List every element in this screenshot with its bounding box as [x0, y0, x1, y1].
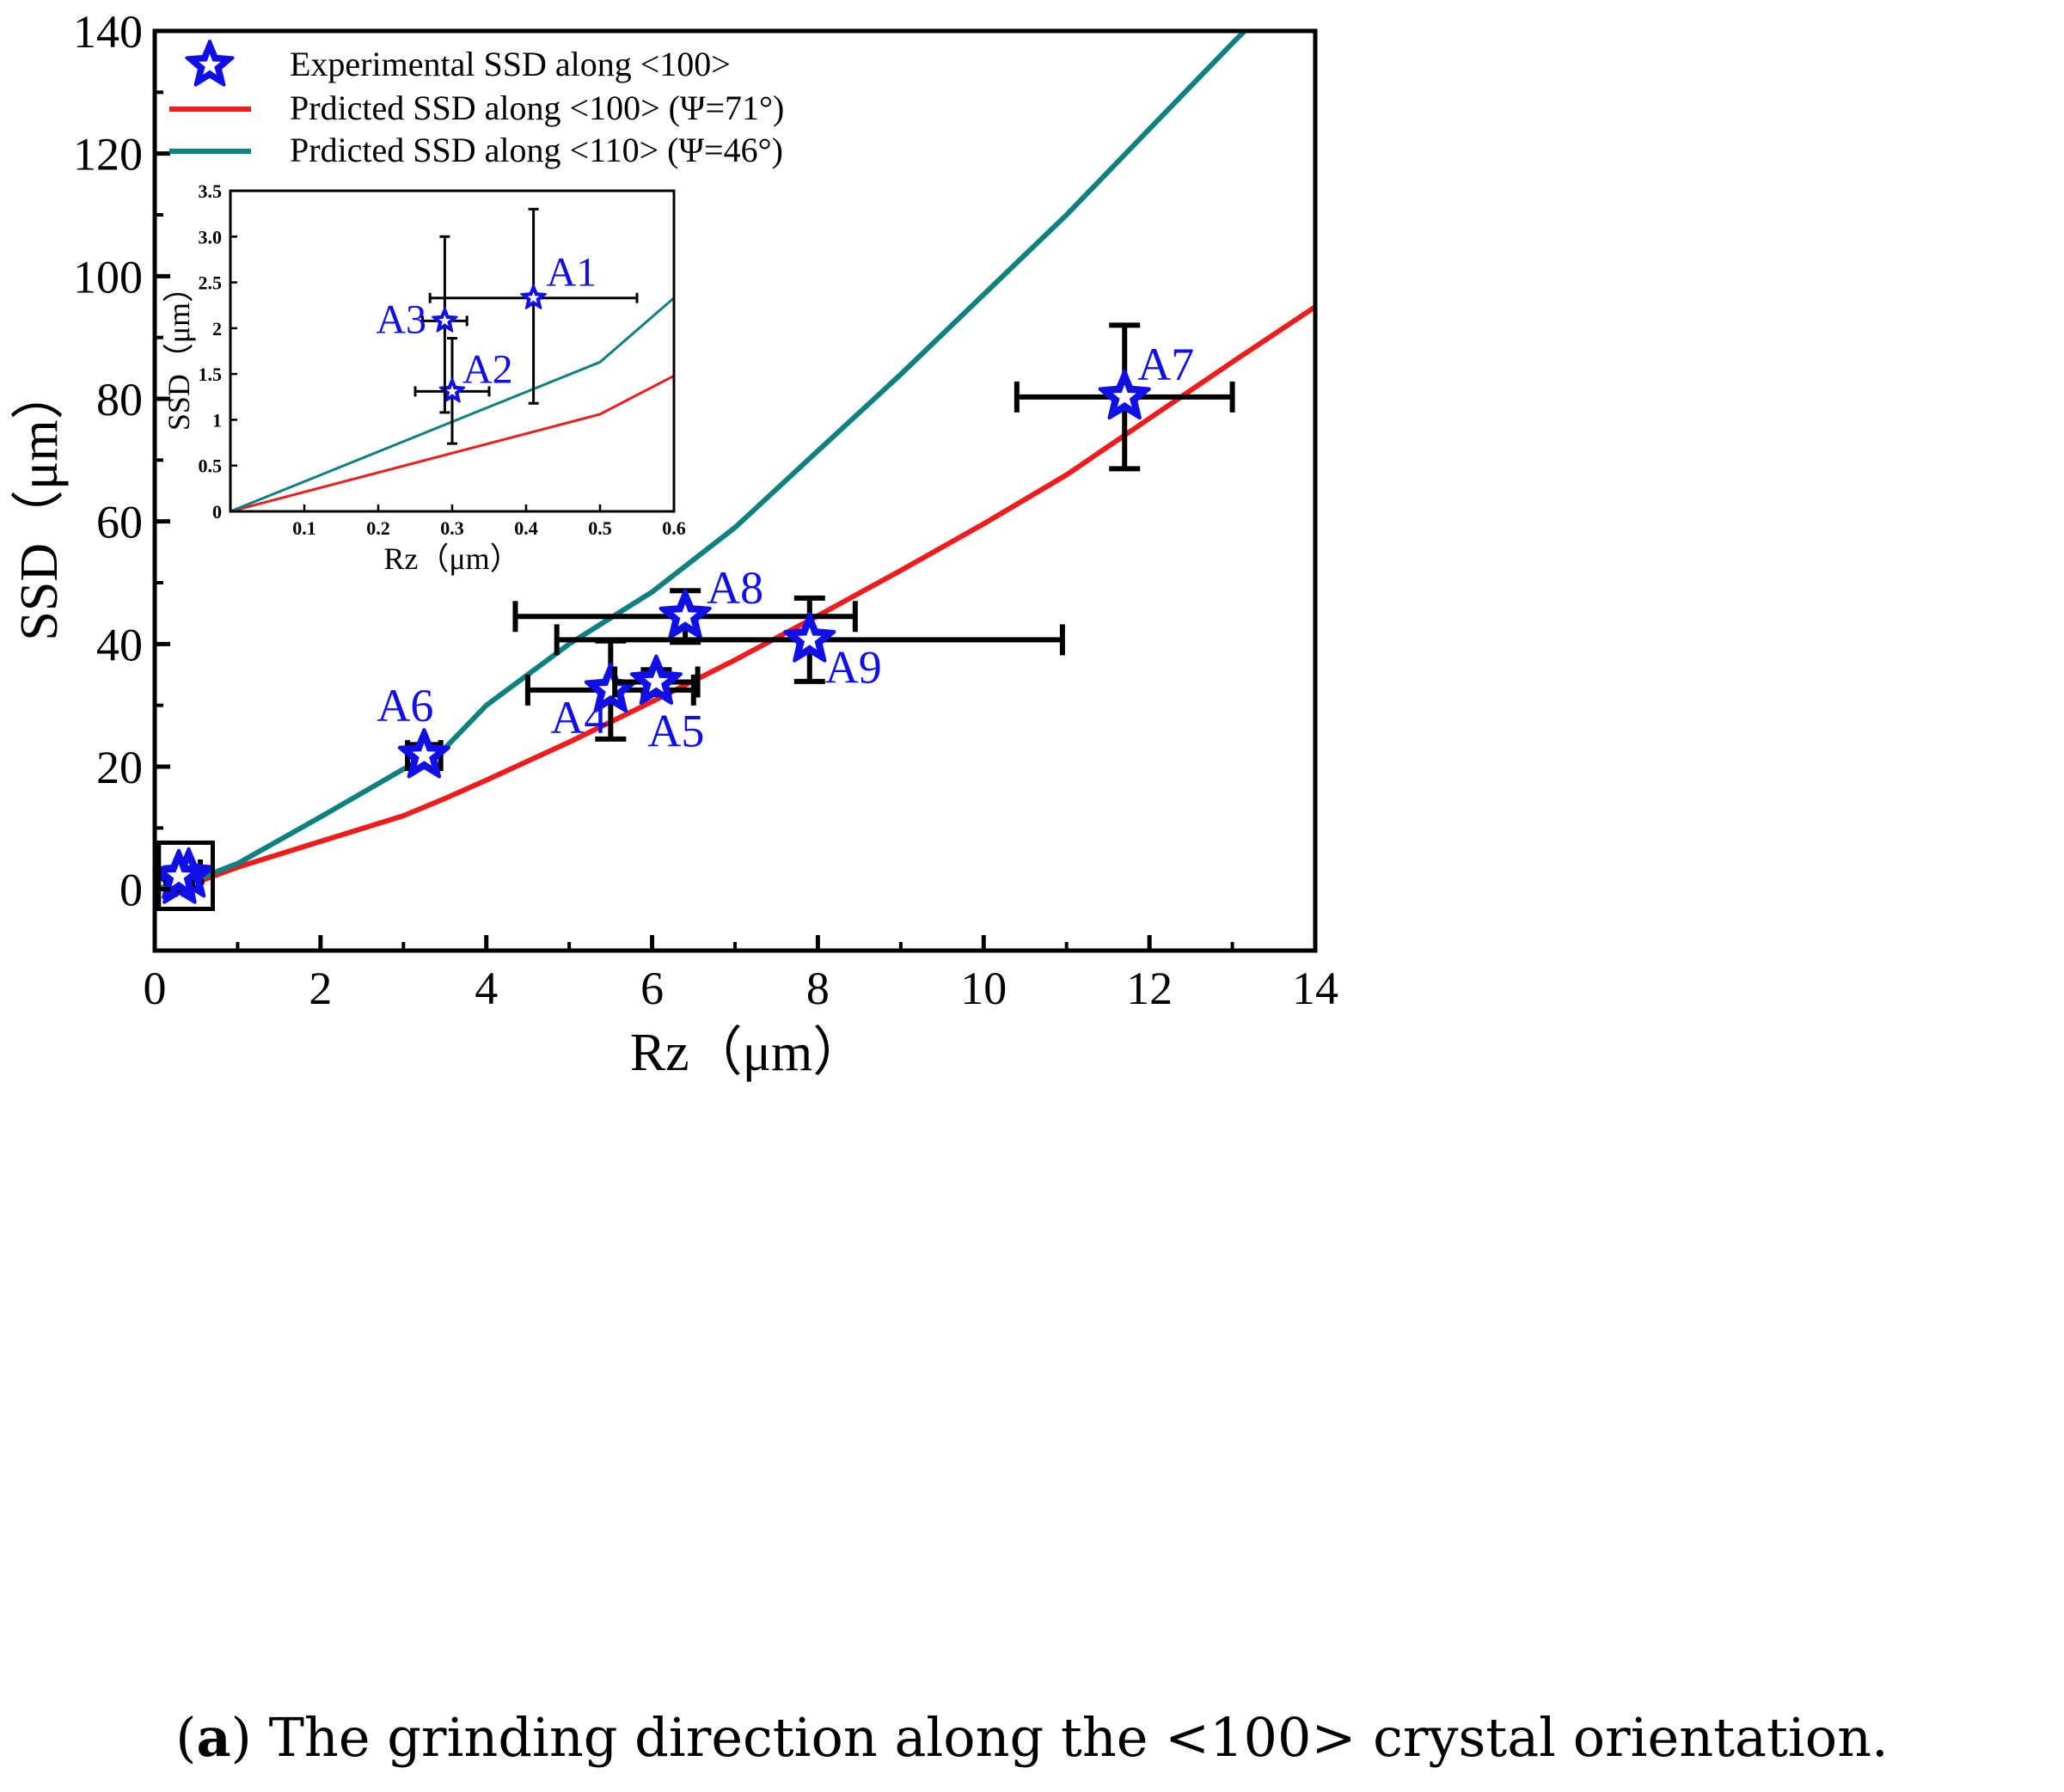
x-axis-label: Rz（μm）	[630, 1024, 866, 1082]
x-tick-label: 2	[309, 963, 332, 1014]
inset-point-a3	[421, 235, 469, 414]
star-marker	[520, 284, 547, 309]
point-a5	[612, 654, 701, 705]
caption-label: a	[196, 1706, 231, 1769]
inset-x-tick-label: 0.5	[588, 517, 612, 539]
star-marker-inner	[798, 627, 822, 650]
star-marker-inner	[1112, 384, 1136, 407]
star-marker-inner	[598, 677, 623, 700]
x-tick-label: 4	[475, 963, 498, 1014]
star-marker	[783, 612, 836, 663]
point-a4	[524, 638, 696, 742]
inset-y-tick-label: 2	[212, 318, 222, 339]
x-tick-label: 8	[806, 963, 830, 1014]
y-tick-label: 0	[119, 865, 143, 916]
point-label-a8: A8	[707, 562, 763, 614]
predicted-110-line	[155, 31, 1247, 892]
star-marker	[432, 307, 458, 333]
star-marker-inner	[167, 864, 191, 887]
inset-x-tick-label: 0.2	[366, 517, 390, 539]
inset-x-tick-label: 0.6	[662, 517, 686, 539]
y-tick-label: 120	[73, 129, 143, 180]
inset-x-tick-label: 0.3	[440, 517, 464, 539]
inset-point-label-a1: A1	[547, 250, 597, 296]
star-marker-inner	[644, 670, 669, 693]
point-a6	[397, 728, 450, 779]
zoom-box	[156, 840, 215, 911]
point-label-a6: A6	[377, 680, 433, 731]
inset-point-label-a3: A3	[376, 297, 426, 342]
inset-chart: A1 A2 A3 0.1 0.2 0.3 0.4 0.5 0.6 0 0.5 1 1.5 2 2.5 3.0 3…	[162, 180, 686, 576]
point-label-a5: A5	[647, 706, 704, 757]
legend-star-marker	[185, 40, 235, 87]
star-marker-inner	[527, 291, 540, 303]
star-marker-inner	[412, 743, 437, 766]
y-tick-label: 40	[96, 619, 143, 670]
legend: Experimental SSD along <100> Prdicted SSD…	[169, 40, 784, 169]
star-marker-inner	[199, 53, 221, 75]
x-tick-label: 12	[1126, 963, 1173, 1014]
point-a9	[554, 595, 1065, 684]
inset-predicted-110-line	[230, 297, 674, 511]
legend-entry-predicted-100: Prdicted SSD along <100> (Ψ=71°)	[290, 89, 784, 127]
inset-y-tick-label: 3.0	[199, 226, 223, 248]
inset-point-a1	[428, 207, 639, 405]
x-tick-label: 14	[1292, 963, 1338, 1014]
inset-y-tick-label: 1	[212, 409, 222, 431]
caption-text: The grinding direction along the <100> c…	[268, 1706, 1889, 1769]
point-label-a9: A9	[825, 641, 882, 693]
figure-caption: (a) The grinding direction along the <10…	[175, 1706, 1889, 1769]
y-tick-label: 100	[73, 251, 143, 303]
inset-y-tick-label: 0	[212, 501, 222, 523]
inset-y-tick-label: 1.5	[199, 364, 223, 385]
legend-entry-predicted-110: Prdicted SSD along <110> (Ψ=46°)	[290, 131, 783, 169]
y-tick-label: 20	[96, 742, 143, 793]
y-tick-label: 140	[73, 6, 143, 58]
inset-point-label-a2: A2	[462, 346, 513, 392]
predicted-100-line	[155, 304, 1315, 892]
star-marker	[1098, 369, 1151, 420]
inset-y-axis-label: SSD（μm）	[162, 272, 196, 431]
x-tick-label: 0	[144, 963, 167, 1014]
point-label-a7: A7	[1137, 339, 1194, 390]
star-marker	[397, 728, 450, 779]
point-a7	[1014, 322, 1235, 472]
x-tick-label: 10	[960, 963, 1007, 1014]
y-tick-label: 60	[96, 497, 143, 548]
star-marker-inner	[446, 385, 458, 397]
star-marker-inner	[673, 603, 697, 627]
inset-y-tick-label: 0.5	[199, 456, 223, 477]
inset-predicted-100-line	[230, 374, 674, 511]
point-label-a4: A4	[550, 692, 607, 743]
x-tick-label: 6	[640, 963, 664, 1014]
inset-x-tick-label: 0.1	[292, 517, 316, 539]
inset-y-tick-label: 2.5	[199, 272, 223, 294]
y-tick-label: 80	[96, 374, 143, 425]
star-marker-inner	[438, 315, 451, 327]
y-axis-label: SSD（μm）	[10, 366, 69, 640]
star-marker	[658, 589, 712, 639]
star-marker	[629, 654, 683, 705]
inset-x-tick-label: 0.4	[514, 517, 538, 539]
legend-entry-experimental: Experimental SSD along <100>	[290, 45, 731, 83]
inset-y-tick-label: 3.5	[199, 180, 223, 202]
inset-x-axis-label: Rz（μm）	[383, 541, 520, 576]
point-a8	[512, 588, 858, 645]
